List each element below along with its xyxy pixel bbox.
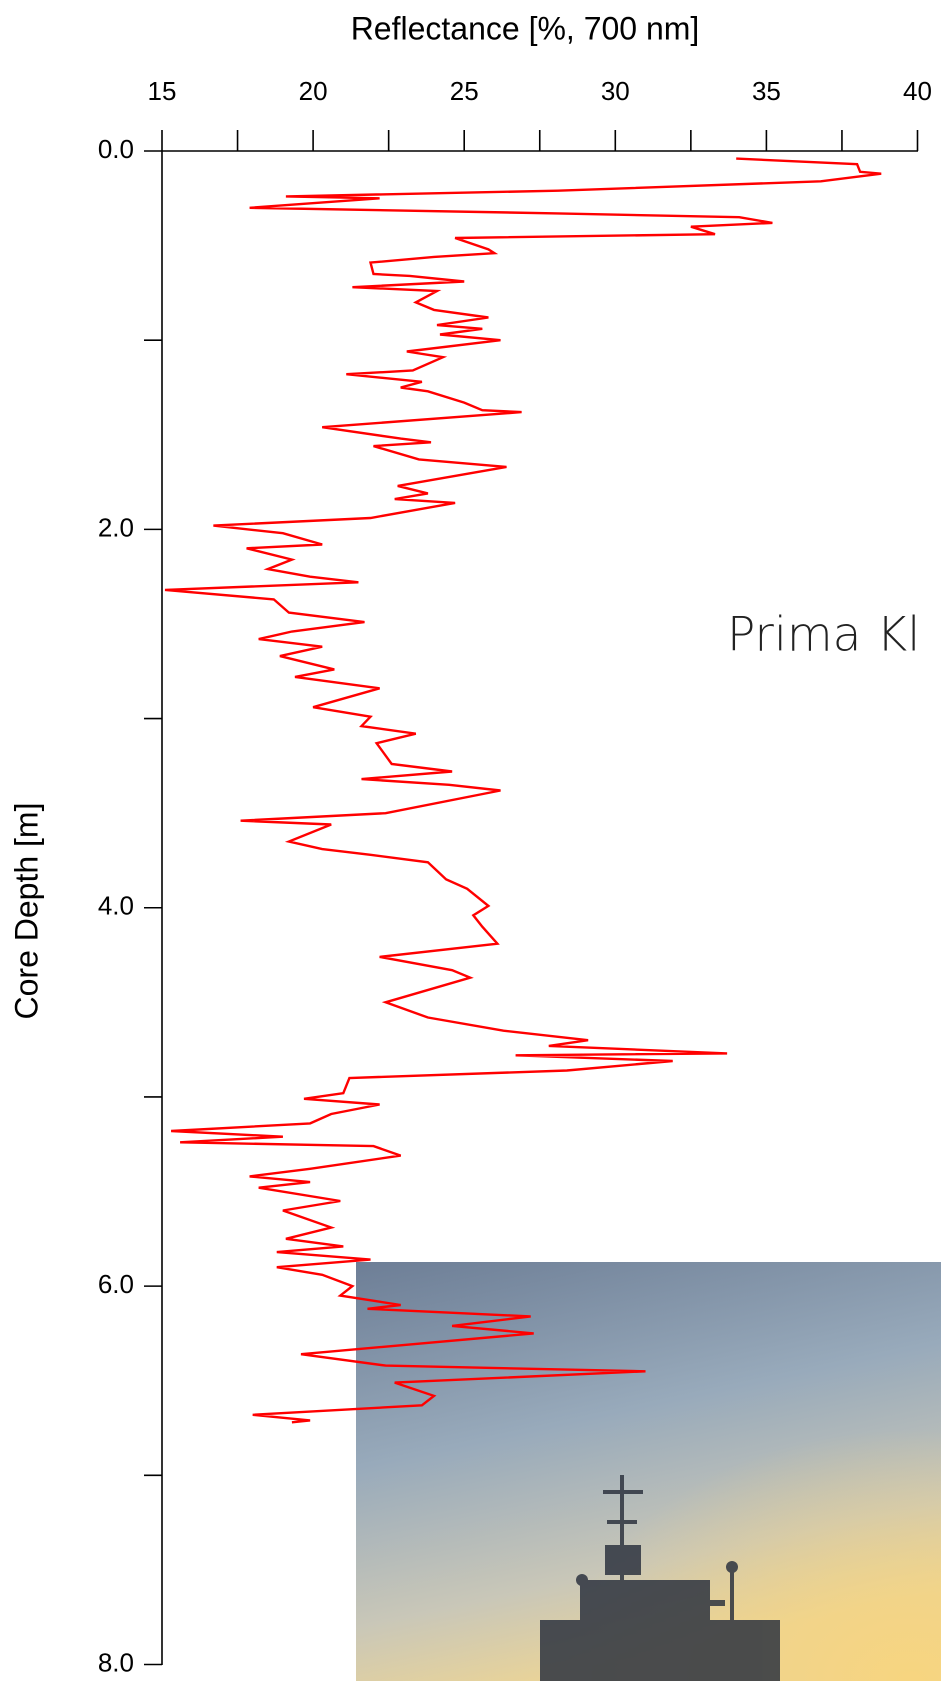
y-tick-label: 8.0 [98, 1647, 134, 1677]
annotation: Prima Kl [727, 608, 920, 663]
x-tick-label: 40 [903, 76, 932, 106]
y-tick-label: 2.0 [98, 512, 134, 542]
x-tick-label: 20 [299, 76, 328, 106]
x-tick-label: 25 [450, 76, 479, 106]
y-tick-label: 4.0 [98, 891, 134, 921]
x-tick-label: 30 [601, 76, 630, 106]
data-line [164, 157, 882, 1424]
axis-title: Core Depth [m] [8, 803, 44, 1020]
axis-title: Reflectance [%, 700 nm] [351, 10, 700, 46]
y-tick-label: 0.0 [98, 134, 134, 164]
y-tick-label: 6.0 [98, 1269, 134, 1299]
photo [356, 1262, 941, 1681]
x-tick-label: 15 [148, 76, 177, 106]
x-tick-label: 35 [752, 76, 781, 106]
